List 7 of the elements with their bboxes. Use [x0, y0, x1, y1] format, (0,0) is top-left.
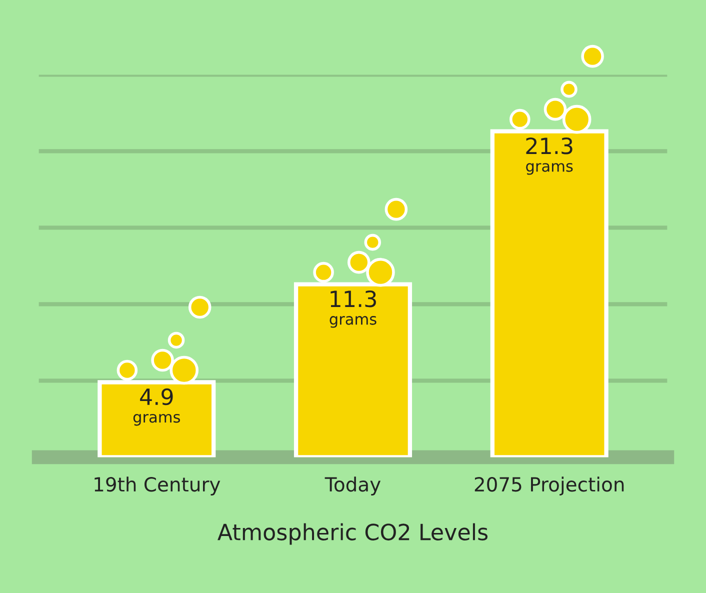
- x-tick-label: 19th Century: [94, 476, 220, 496]
- x-axis-title: Atmospheric CO2 Levels: [218, 523, 488, 545]
- data-label: 21.3 grams: [526, 137, 573, 175]
- x-tick-label: 2075 Projection: [474, 476, 624, 496]
- data-label: 4.9 grams: [133, 388, 180, 426]
- x-tick-label: Today: [324, 476, 381, 496]
- data-label: 11.3 grams: [330, 290, 376, 328]
